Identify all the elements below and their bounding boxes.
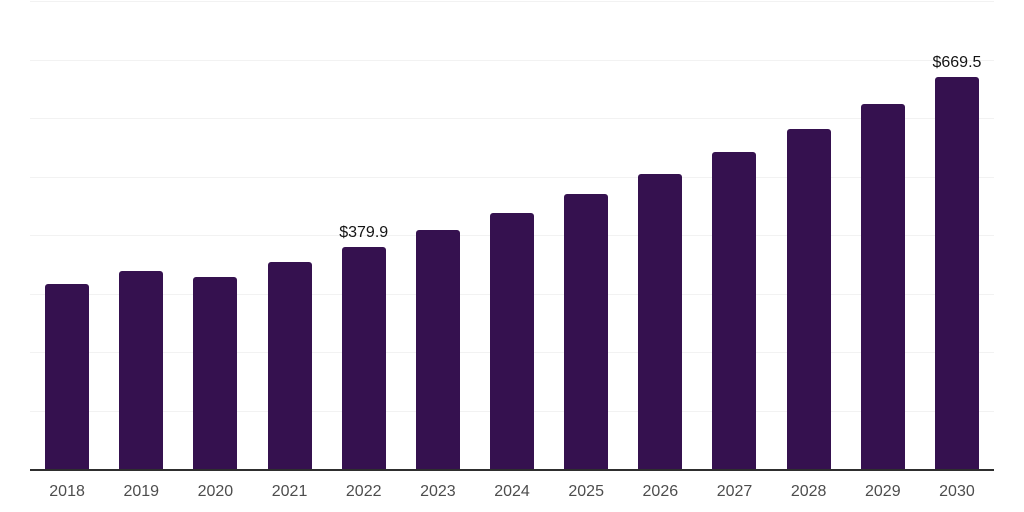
bar-column-2030: $669.5 [920, 0, 994, 469]
bar-column-2022: $379.9 [327, 0, 401, 469]
bar-2029 [860, 104, 905, 469]
x-axis-labels: 2018 2019 2020 2021 2022 2023 2024 2025 2026 2027… [30, 483, 994, 501]
gridline-500 [30, 177, 994, 178]
bar-column-2018 [30, 0, 104, 469]
bar-column-2029 [846, 0, 920, 469]
x-axis-line [30, 469, 994, 471]
bar-2028 [786, 129, 831, 469]
bar-2019 [119, 271, 164, 469]
x-tick-label-2020: 2020 [197, 483, 234, 500]
x-tick-label-2029: 2029 [865, 483, 901, 500]
bar-column-2024 [475, 0, 549, 469]
bar-column-2021 [252, 0, 326, 469]
x-tick-label-2023: 2023 [420, 483, 456, 500]
x-tick-label-2028: 2028 [790, 483, 827, 500]
gridline-700 [30, 60, 994, 61]
bar-columns: $379.9 $669.5 [30, 0, 994, 469]
x-tick-label-2027: 2027 [716, 483, 753, 500]
bar-column-2019 [104, 0, 178, 469]
bar-2026 [638, 174, 683, 469]
bar-column-2020 [178, 0, 252, 469]
bar-2024 [490, 213, 535, 469]
x-tick-label-2022: 2022 [345, 483, 382, 500]
gridline-800 [30, 1, 994, 2]
bar-value-label-2030: $669.5 [932, 54, 982, 71]
bar-2018 [45, 284, 90, 469]
x-tick-label-2025: 2025 [568, 483, 604, 500]
x-tick-label-2024: 2024 [494, 483, 530, 500]
bar-2021 [267, 262, 312, 469]
bar-2027 [712, 152, 757, 469]
bar-column-2028 [772, 0, 846, 469]
x-tick-label-2030: 2030 [939, 483, 975, 500]
bar-2020 [193, 277, 238, 469]
x-tick-label-2018: 2018 [49, 483, 85, 500]
x-tick-label-2019: 2019 [123, 483, 160, 500]
bar-2022 [341, 247, 386, 469]
bar-2030 [934, 77, 979, 469]
bar-column-2026 [623, 0, 697, 469]
bar-2025 [564, 194, 609, 469]
plot-area: $379.9 $669.5 [30, 0, 994, 471]
gridline-600 [30, 118, 994, 119]
bar-value-label-2022: $379.9 [339, 224, 389, 241]
bar-column-2025 [549, 0, 623, 469]
x-tick-label-2026: 2026 [642, 483, 679, 500]
x-tick-label-2021: 2021 [271, 483, 308, 500]
bar-column-2027 [697, 0, 771, 469]
bar-column-2023 [401, 0, 475, 469]
bar-2023 [415, 230, 460, 469]
